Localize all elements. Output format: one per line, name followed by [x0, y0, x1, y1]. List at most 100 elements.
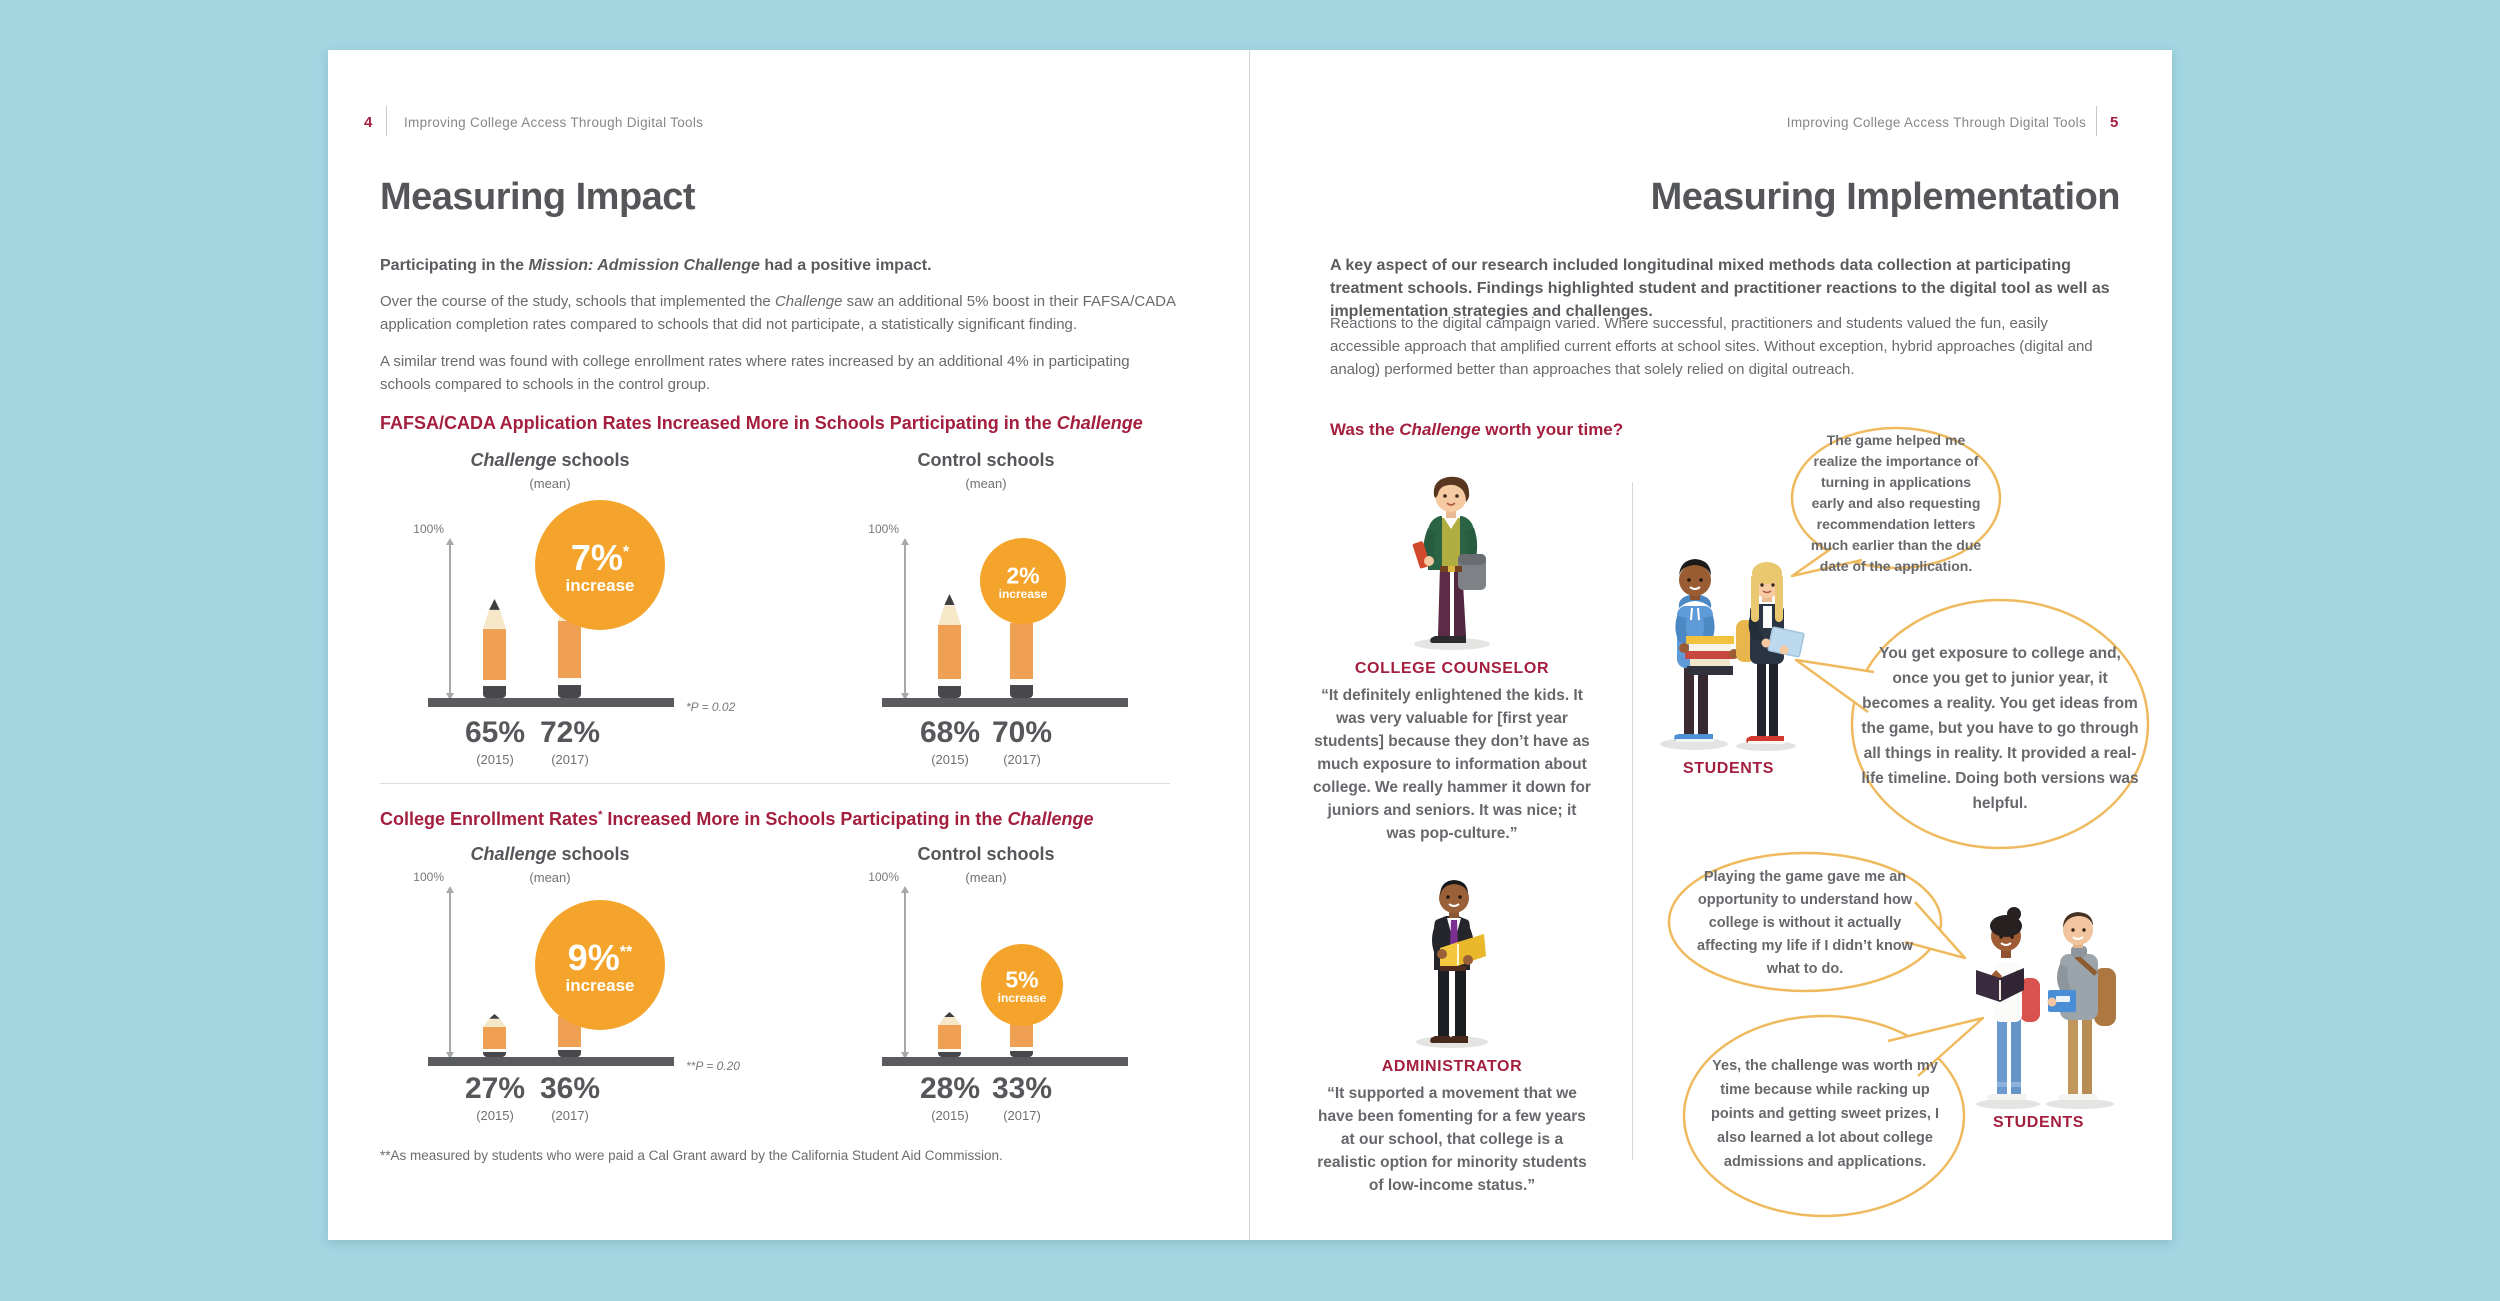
chart2-year: (2015) — [931, 1108, 969, 1123]
header-divider-right — [2096, 106, 2097, 136]
pencil-cap — [483, 1051, 506, 1057]
column-divider — [1632, 482, 1633, 1160]
page-number-left: 4 — [364, 114, 373, 131]
pencil-body — [558, 620, 581, 679]
pencil-bar-2015 — [483, 1014, 506, 1057]
pencil-body — [483, 628, 506, 681]
student-quote-bubble-1: The game helped me realize the importanc… — [1810, 432, 1982, 574]
chart1-value: 68% — [919, 716, 981, 749]
report-spread: 4 Improving College Access Through Digit… — [328, 50, 2172, 1240]
chart1-title: FAFSA/CADA Application Rates Increased M… — [380, 413, 1143, 433]
chart2-groupA-axis — [446, 886, 454, 1059]
chart2-title: College Enrollment Rates* Increased More… — [380, 809, 1094, 829]
chart2-groupB-baseline — [882, 1057, 1128, 1066]
speech-bubble-3 — [1667, 851, 1967, 993]
pencil-wood — [938, 605, 961, 626]
students-top-illustration — [1660, 559, 1805, 751]
chart2-value: 27% — [464, 1072, 526, 1105]
chart1-value: 65% — [464, 716, 526, 749]
chart2-groupB-sublabel: (mean) — [965, 870, 1007, 885]
pencil-cap — [1010, 1050, 1033, 1057]
pencil-band — [938, 1048, 961, 1052]
pencil-tip — [944, 1012, 955, 1017]
pencil-band — [938, 679, 961, 686]
chart1-groupA-increase-badge: 7%* increase — [535, 500, 665, 630]
chart2-year: (2015) — [476, 1108, 514, 1123]
pencil-body — [938, 625, 961, 680]
pencil-body — [938, 1025, 961, 1049]
pencil-wood — [483, 1018, 506, 1027]
pencil-cap — [483, 686, 506, 698]
student-quote-bubble-2: You get exposure to college and, once yo… — [1861, 644, 2139, 812]
pencil-band — [558, 1046, 581, 1051]
page-title-right: Measuring Implementation — [1650, 176, 2121, 218]
chart1-groupB-baseline — [882, 698, 1128, 707]
chart1-year: (2017) — [551, 752, 589, 767]
pencil-cap — [1010, 685, 1033, 698]
pencil-wood — [938, 1016, 961, 1026]
pencil-body — [1010, 623, 1033, 679]
pencil-cap — [938, 685, 961, 698]
pencil-band — [483, 680, 506, 687]
chart1-groupA-label: Challenge schools — [470, 450, 630, 470]
intro-statement-right: A key aspect of our research included lo… — [1330, 257, 2110, 320]
pencil-tip — [489, 599, 500, 610]
speech-bubble-1 — [1790, 426, 2002, 578]
administrator-illustration — [1416, 880, 1488, 1048]
speech-bubble-2 — [1794, 598, 2150, 850]
students-bottom-label: STUDENTS — [1992, 1114, 2085, 1131]
chart1-year: (2017) — [1003, 752, 1041, 767]
pencil-wood — [483, 609, 506, 629]
pencil-cap — [558, 1050, 581, 1057]
student-quote-bubble-4: Yes, the challenge was worth my time bec… — [1711, 1058, 1939, 1170]
pencil-bar-2015 — [483, 599, 506, 698]
chart2-groupB-axis-label: 100% — [868, 870, 899, 884]
chart1-groupB-axis — [901, 538, 909, 700]
chart1-groupA-sublabel: (mean) — [529, 476, 571, 491]
running-header-left: Improving College Access Through Digital… — [404, 115, 704, 130]
page-number-right: 5 — [2110, 114, 2119, 131]
chart1-groupB-axis-label: 100% — [868, 522, 899, 536]
pencil-tip — [489, 1014, 500, 1019]
page-title-left: Measuring Impact — [380, 176, 696, 218]
counselor-quote: “It definitely enlightened the kids. It … — [1313, 687, 1591, 842]
pencil-band — [558, 678, 581, 685]
chart2-value: 28% — [919, 1072, 981, 1105]
chart1-groupA-axis-label: 100% — [413, 522, 444, 536]
chart2-year: (2017) — [1003, 1108, 1041, 1123]
counselor-label: COLLEGE COUNSELOR — [1354, 660, 1550, 677]
chart1-groupA-axis — [446, 538, 454, 700]
chart1-year: (2015) — [476, 752, 514, 767]
chart2-groupB-increase-badge: 5% increase — [981, 944, 1063, 1026]
speech-bubble-4 — [1682, 1014, 1985, 1218]
chart2-year: (2017) — [551, 1108, 589, 1123]
chart1-groupA-baseline — [428, 698, 674, 707]
chart1-pvalue: *P = 0.02 — [686, 700, 736, 714]
chart1-value: 70% — [991, 716, 1053, 749]
chart2-value: 33% — [991, 1072, 1053, 1105]
pencil-bar-2015 — [938, 594, 961, 698]
chart2-groupB-label: Control schools — [917, 844, 1055, 864]
pencil-band — [1010, 678, 1033, 686]
pencil-band — [1010, 1047, 1033, 1051]
header-divider-left — [386, 106, 387, 136]
chart2-groupA-increase-badge: 9%** increase — [535, 900, 665, 1030]
pencil-body — [1010, 1019, 1033, 1048]
college-counselor-illustration — [1412, 476, 1490, 650]
pencil-bar-2015 — [938, 1012, 961, 1057]
chart1-groupB-label: Control schools — [917, 450, 1055, 470]
chart2-value: 36% — [539, 1072, 601, 1105]
administrator-label: ADMINISTRATOR — [1381, 1058, 1523, 1075]
chart1-groupB-sublabel: (mean) — [965, 476, 1007, 491]
running-header-right: Improving College Access Through Digital… — [1786, 115, 2086, 130]
chart2-groupA-label: Challenge schools — [470, 844, 630, 864]
chart1-groupB-increase-badge: 2% increase — [980, 538, 1066, 624]
chart2-groupA-sublabel: (mean) — [529, 870, 571, 885]
paragraph-right: Reactions to the digital campaign varied… — [1330, 315, 2093, 378]
students-bottom-illustration — [1976, 907, 2116, 1109]
chart2-groupB-axis — [901, 886, 909, 1059]
chart-footnote: **As measured by students who were paid … — [380, 1148, 1003, 1163]
pencil-body — [483, 1026, 506, 1050]
paragraph-1: Over the course of the study, schools th… — [380, 293, 1176, 333]
